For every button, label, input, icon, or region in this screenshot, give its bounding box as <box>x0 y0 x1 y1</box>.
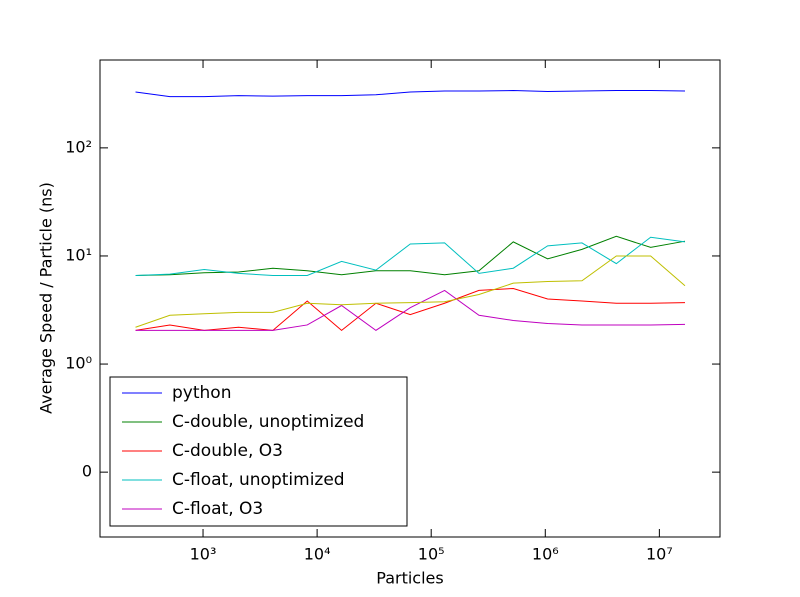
y-tick-label: 10² <box>65 137 92 156</box>
legend-label: C-float, unoptimized <box>172 470 345 490</box>
legend-label: C-double, O3 <box>172 441 283 461</box>
x-tick-label: 10⁷ <box>646 545 673 564</box>
x-tick-label: 10⁴ <box>304 545 331 564</box>
legend-label: C-float, O3 <box>172 499 263 519</box>
plot-frame <box>99 59 721 538</box>
y-tick-label: 10⁰ <box>65 354 92 373</box>
y-axis-label: Average Speed / Particle (ns) <box>37 182 56 414</box>
x-axis-label: Particles <box>376 569 443 588</box>
series-line <box>135 90 686 98</box>
series-line <box>135 255 686 328</box>
y-tick-label: 10¹ <box>65 245 92 264</box>
y-tick-label: 0 <box>82 462 92 481</box>
series-line <box>135 287 686 331</box>
x-tick-label: 10³ <box>190 545 217 564</box>
series-line <box>135 236 686 276</box>
legend-label: C-double, unoptimized <box>172 412 364 432</box>
x-tick-label: 10⁵ <box>418 545 445 564</box>
x-tick-label: 10⁶ <box>532 545 559 564</box>
series-line <box>135 289 686 331</box>
legend-label: python <box>172 383 231 403</box>
